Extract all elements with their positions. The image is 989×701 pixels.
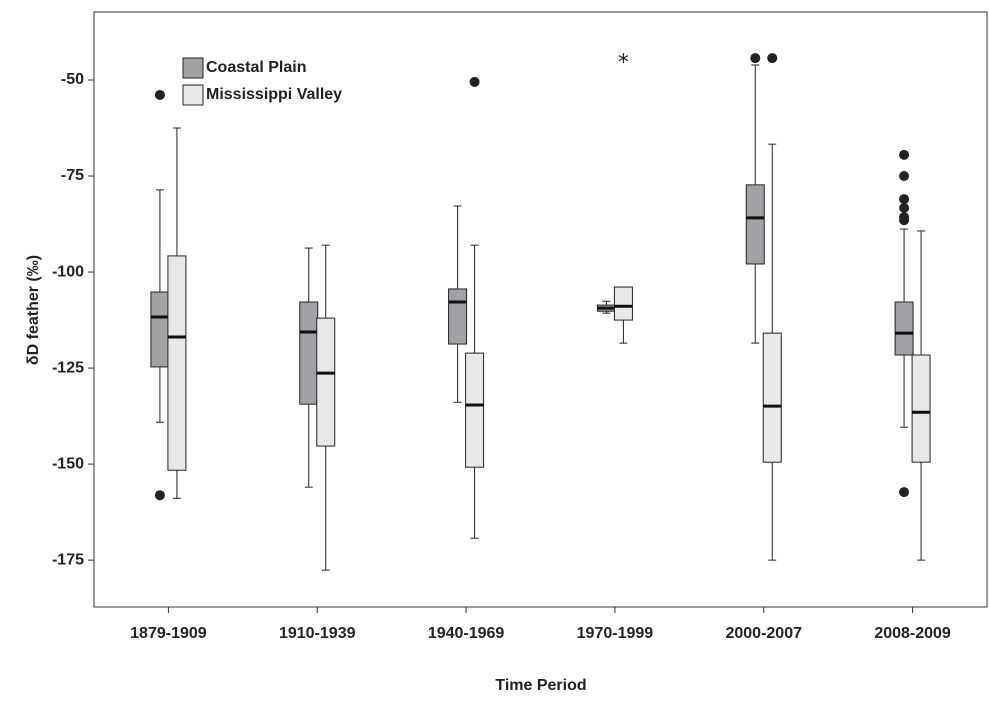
extreme xyxy=(618,53,629,64)
y-tick-label: -150 xyxy=(52,455,84,472)
outlier xyxy=(899,149,910,160)
legend-label: Mississippi Valley xyxy=(206,86,342,103)
plot-frame xyxy=(93,11,988,608)
y-tick-label: -175 xyxy=(52,551,84,568)
box xyxy=(448,288,468,345)
outlier xyxy=(899,215,910,226)
box xyxy=(150,291,170,368)
x-tick-label: 1970-1999 xyxy=(577,625,654,642)
box xyxy=(894,301,914,356)
legend-swatch xyxy=(182,57,204,79)
x-tick-label: 1879-1909 xyxy=(130,625,207,642)
box xyxy=(299,301,319,405)
y-tick-label: -75 xyxy=(61,167,84,184)
outlier xyxy=(899,171,910,182)
y-axis-label: δD feather (‰) xyxy=(25,255,42,365)
outlier xyxy=(469,76,480,87)
outlier xyxy=(154,89,165,100)
x-axis-label: Time Period xyxy=(495,677,586,694)
legend-swatch xyxy=(182,84,204,106)
outlier xyxy=(899,194,910,205)
legend-label: Coastal Plain xyxy=(206,59,306,76)
box xyxy=(316,317,336,447)
box xyxy=(167,255,187,471)
box xyxy=(911,354,931,463)
x-tick-label: 2000-2007 xyxy=(725,625,802,642)
x-tick-label: 1910-1939 xyxy=(279,625,356,642)
outlier xyxy=(899,487,910,498)
box xyxy=(762,332,782,463)
x-tick-label: 1940-1969 xyxy=(428,625,505,642)
y-tick-label: -50 xyxy=(61,71,84,88)
box xyxy=(613,286,633,321)
outlier xyxy=(899,202,910,213)
outlier xyxy=(750,53,761,64)
box xyxy=(465,352,485,468)
x-tick-label: 2008-2009 xyxy=(874,625,951,642)
y-tick-label: -125 xyxy=(52,359,84,376)
box xyxy=(745,184,765,265)
y-tick-label: -100 xyxy=(52,263,84,280)
outlier xyxy=(767,53,778,64)
outlier xyxy=(154,490,165,501)
